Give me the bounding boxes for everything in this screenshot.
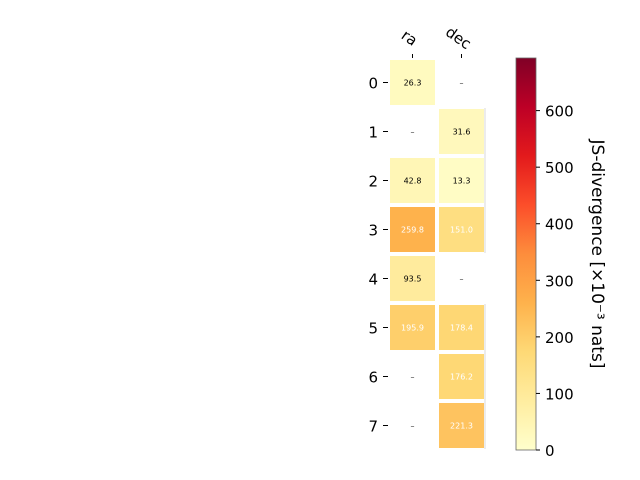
column-label-dec: dec [442, 23, 474, 53]
colorbar-tick-label: 300 [545, 272, 574, 290]
colorbar-tick-label: 400 [545, 216, 574, 234]
heatmap-cell-r7-dec [439, 403, 484, 448]
colorbar-tick-label: 500 [545, 159, 574, 177]
cell-value-label: 13.3 [453, 177, 471, 186]
row-label-5: 5 [368, 320, 378, 338]
heatmap-cell-r6-dec [439, 354, 484, 399]
colorbar-gradient [515, 57, 537, 451]
heatmap-cell-r1-dec [439, 109, 484, 154]
cell-value-label: 176.2 [450, 373, 473, 382]
column-label-ra: ra [398, 26, 421, 50]
cell-value-label: 221.3 [450, 422, 473, 431]
heatmap-cell-r5-dec [439, 305, 484, 350]
heatmap-cell-r2-ra [390, 158, 435, 203]
cell-value-label: 178.4 [450, 324, 473, 333]
colorbar-label: JS-divergence [×10⁻³ nats] [587, 139, 607, 369]
row-label-1: 1 [368, 124, 378, 142]
heatmap-cell-r2-dec [439, 158, 484, 203]
cell-value-label: 31.6 [453, 128, 471, 137]
cell-value-label: 259.8 [401, 226, 424, 235]
colorbar: 0 100 200 300 400 500 600 JS-divergence [×10⁻³ … [515, 57, 607, 460]
row-label-7: 7 [368, 418, 378, 436]
cell-value-label: 195.9 [401, 324, 424, 333]
heatmap-cell-r4-ra [390, 256, 435, 301]
colorbar-tick-label: 0 [545, 442, 555, 460]
row-label-4: 4 [368, 271, 378, 289]
heatmap-cell-r3-ra [390, 207, 435, 252]
cell-value-label: 26.3 [404, 79, 422, 88]
cell-value-label: 93.5 [404, 275, 422, 284]
heatmap-cell-r5-ra [390, 305, 435, 350]
row-label-6: 6 [368, 369, 378, 387]
cell-value-label: 151.0 [450, 226, 473, 235]
colorbar-tick-label: 200 [545, 329, 574, 347]
cell-missing-label: – [411, 373, 415, 382]
colorbar-tick-label: 100 [545, 385, 574, 403]
row-label-0: 0 [368, 75, 378, 93]
heatmap-cells: 26.3 – – 31.6 42.8 13.3 259.8 151.0 93.5 – 195.9 17… [390, 60, 486, 449]
cell-value-label: 42.8 [404, 177, 422, 186]
heatmap-cell-r3-dec [439, 207, 484, 252]
cell-missing-label: – [460, 275, 464, 284]
cell-missing-label: – [411, 422, 415, 431]
heatmap-cell-r0-ra [390, 60, 435, 105]
cell-missing-label: – [411, 128, 415, 137]
row-label-2: 2 [368, 173, 378, 191]
cell-missing-label: – [460, 79, 464, 88]
row-label-3: 3 [368, 222, 378, 240]
colorbar-tick-label: 600 [545, 103, 574, 121]
